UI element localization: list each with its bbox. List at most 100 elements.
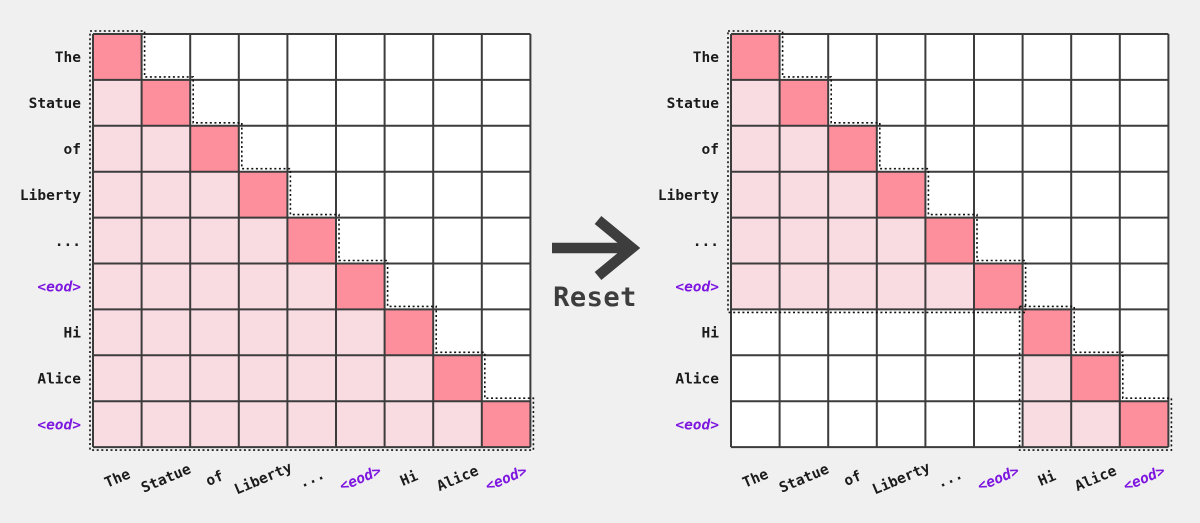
row-token-label: ... [693,234,719,250]
mask-cell-visible [93,355,142,402]
mask-cell-visible [779,217,829,264]
mask-cell-visible [287,309,336,356]
mask-cell-visible [190,355,239,402]
mask-cell-visible [336,401,385,448]
row-token-label: of [64,142,81,158]
mask-cell-visible [93,125,142,172]
col-token-label: ... [297,467,327,492]
col-token-label: Liberty [232,460,295,499]
mask-cell-visible [876,263,926,310]
mask-cell-diagonal [925,217,974,264]
col-token-label: Liberty [870,460,933,499]
row-token-label: Statue [29,96,82,112]
mask-cell-visible [238,355,288,402]
col-token-label: Statue [777,461,832,496]
row-token-label: The [55,50,81,66]
mask-cell-visible [1022,401,1072,448]
mask-cell-visible [433,401,482,448]
mask-cell-visible [238,263,288,310]
mask-cell-visible [731,171,780,218]
mask-cell-visible [141,217,191,264]
mask-cell-diagonal [384,309,434,356]
mask-cell-visible [141,125,191,172]
mask-cell-diagonal [974,263,1023,310]
mask-cell-visible [336,355,385,402]
mask-cell-visible [93,79,142,126]
mask-cell-visible [141,263,191,310]
mask-cell-visible [141,401,191,448]
mask-cell-visible [93,263,142,310]
mask-cell-diagonal [1071,355,1120,402]
mask-cell-visible [93,309,142,356]
mask-cell-visible [141,309,191,356]
row-token-label: Alice [37,371,81,387]
row-token-label: Liberty [658,188,719,204]
row-token-label: <eod> [37,280,81,296]
mask-cell-visible [93,401,142,448]
col-token-label: Statue [139,461,194,496]
col-token-label: <eod> [337,463,384,495]
col-token-label: of [204,468,226,490]
mask-cell-visible [190,309,239,356]
mask-cell-visible [779,125,829,172]
col-token-label: Alice [1073,463,1120,495]
mask-cell-visible [1071,401,1120,448]
mask-cell-visible [731,217,780,264]
col-token-label: Hi [398,468,421,490]
mask-cell-diagonal [1119,401,1169,448]
mask-cell-visible [93,171,142,218]
document-reset-attention-mask: TheTheStatueStatueofofLibertyLiberty....… [658,30,1173,499]
causal-attention-mask: TheTheStatueStatueofofLibertyLiberty....… [20,30,535,499]
mask-cell-visible [190,217,239,264]
mask-cell-visible [876,217,926,264]
row-token-label: The [693,50,719,66]
mask-cell-visible [779,171,829,218]
mask-cell-diagonal [1022,309,1072,356]
row-token-label: Hi [64,326,82,342]
col-token-label: <eod> [1121,463,1168,495]
mask-cell-diagonal [828,125,877,172]
mask-cell-visible [287,401,336,448]
row-token-label: Liberty [20,188,81,204]
mask-cell-visible [190,263,239,310]
mask-cell-visible [141,355,191,402]
mask-cell-diagonal [238,171,288,218]
mask-cell-visible [779,263,829,310]
mask-cell-visible [731,263,780,310]
attended-region-outline [89,30,535,451]
mask-cell-visible [287,355,336,402]
col-token-label: ... [935,467,965,492]
mask-cell-diagonal [336,263,385,310]
mask-cell-diagonal [433,355,482,402]
mask-cell-diagonal [731,34,780,80]
attended-region-outline [1018,305,1173,451]
mask-cell-visible [190,401,239,448]
mask-cell-visible [384,355,434,402]
mask-cell-visible [731,79,780,126]
mask-cell-visible [141,171,191,218]
col-token-label: Alice [435,463,482,495]
attended-region-outline [727,30,1027,314]
mask-cell-diagonal [287,217,336,264]
mask-cell-visible [93,217,142,264]
row-token-label: <eod> [675,280,719,296]
row-token-label: Alice [675,371,719,387]
col-token-label: The [741,466,772,491]
row-token-label: of [702,142,719,158]
mask-cell-diagonal [93,34,142,80]
mask-cell-visible [731,125,780,172]
row-token-label: <eod> [675,417,719,433]
row-token-label: <eod> [37,417,81,433]
mask-cell-visible [925,263,974,310]
right-arrow-icon [552,215,641,281]
mask-cell-diagonal [481,401,531,448]
mask-cell-diagonal [779,79,829,126]
col-token-label: of [842,468,864,490]
mask-cell-diagonal [190,125,239,172]
mask-cell-diagonal [141,79,191,126]
mask-cell-visible [384,401,434,448]
reset-label: Reset [553,282,637,313]
mask-cell-visible [828,217,877,264]
